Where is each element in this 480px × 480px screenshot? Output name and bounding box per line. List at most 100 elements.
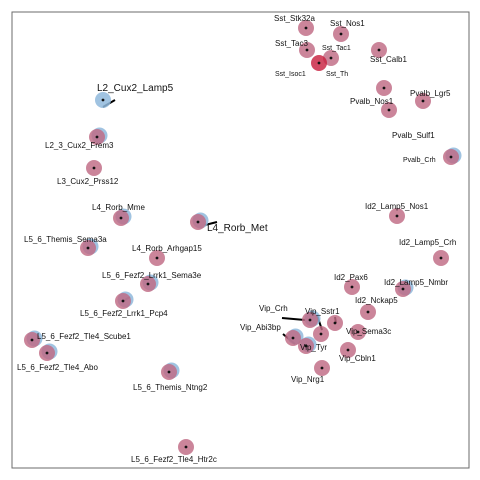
- label-l3-cux2-prss12: L3_Cux2_Prss12: [57, 177, 119, 186]
- center-dot: [167, 370, 171, 374]
- node-sst-tac1: [323, 50, 339, 66]
- center-dot: [95, 135, 99, 139]
- node-l5-6-themis-sema3a: [80, 238, 99, 256]
- label-vip-abi3bp: Vip_Abi3bp: [240, 323, 281, 332]
- label-pvalb-crh: Pvalb_Crh: [403, 157, 436, 164]
- node-id2-lamp5-nmbr: [395, 279, 414, 297]
- node-id2-lamp5-crh: [433, 250, 449, 266]
- label-pvalb-sulf1: Pvalb_Sulf1: [392, 131, 435, 140]
- node-pvalb-lgr5: [415, 93, 431, 109]
- center-dot: [356, 330, 360, 334]
- label-id2-lamp5-nmbr: Id2_Lamp5_Nmbr: [384, 278, 448, 287]
- center-dot: [155, 256, 159, 260]
- center-dot: [449, 155, 453, 159]
- node-sst-calb1: [371, 42, 387, 58]
- node-sst-stk32a: [298, 20, 314, 36]
- center-dot: [350, 285, 354, 289]
- label-vip-nrg1: Vip_Nrg1: [291, 375, 325, 384]
- label-id2-lamp5-crh: Id2_Lamp5_Crh: [399, 238, 456, 247]
- center-dot: [387, 108, 391, 112]
- label-sst-isoc1: Sst_Isoc1: [275, 71, 306, 78]
- node-id2-nckap5: [360, 304, 376, 320]
- node-id2-lamp5-nos1: [389, 208, 405, 224]
- node-l3-cux2-prss12: [86, 160, 102, 176]
- center-dot: [119, 216, 123, 220]
- node-l5-6-fezf2-lrrk1-pcp4: [115, 291, 134, 309]
- node-vip-extra: [298, 336, 317, 354]
- label-l4-rorb-arhgap15: L4_Rorb_Arhgap15: [132, 244, 202, 253]
- label-l5-6-fezf2-tle4-scube1: L5_6_Fezf2_Tle4_Scube1: [37, 332, 131, 341]
- node-labels: Sst_Stk32a Sst_Nos1 Sst_Tac3 Sst_Tac1 Sst_Th…: [17, 14, 456, 464]
- node-l4-rorb-mme: [113, 208, 132, 226]
- center-dot: [146, 282, 150, 286]
- node-l5-6-fezf2-tle4-abo: [39, 343, 58, 361]
- center-dot: [196, 220, 200, 224]
- node-pvalb-nos1: [376, 80, 392, 96]
- node-pvalb-crh: [443, 147, 462, 165]
- center-dot: [339, 32, 343, 36]
- node-l2-3-cux2-frem3: [89, 127, 108, 145]
- center-dot: [377, 48, 381, 52]
- center-dot: [317, 61, 321, 65]
- label-l5-6-fezf2-lrrk1-pcp4: L5_6_Fezf2_Lrrk1_Pcp4: [80, 309, 168, 318]
- node-l4-rorb-arhgap15: [149, 250, 165, 266]
- label-l2-cux2-lamp5: L2_Cux2_Lamp5: [97, 83, 174, 94]
- node-sst-nos1: [333, 26, 349, 42]
- label-l5-6-themis-ntng2: L5_6_Themis_Ntng2: [133, 383, 208, 392]
- center-dot: [401, 287, 405, 291]
- node-vip-nrg1: [314, 360, 330, 376]
- label-vip-cbln1: Vip_Cbln1: [339, 354, 376, 363]
- node-l5-6-fezf2-tle4-scube1: [24, 330, 43, 348]
- center-dot: [30, 338, 34, 342]
- center-dot: [92, 166, 96, 170]
- center-dot: [101, 98, 105, 102]
- node-l5-6-fezf2-tle4-htr2c: [178, 439, 194, 455]
- node-vip-abi3bp: [285, 328, 304, 346]
- center-dot: [319, 332, 323, 336]
- label-sst-nos1: Sst_Nos1: [330, 19, 365, 28]
- center-dot: [291, 336, 295, 340]
- label-sst-stk32a: Sst_Stk32a: [274, 14, 315, 23]
- center-dot: [86, 246, 90, 250]
- label-sst-tac1: Sst_Tac1: [322, 45, 351, 52]
- center-dot: [305, 48, 309, 52]
- label-l4-rorb-met: L4_Rorb_Met: [207, 223, 268, 234]
- label-l5-6-fezf2-tle4-htr2c: L5_6_Fezf2_Tle4_Htr2c: [131, 455, 217, 464]
- center-dot: [184, 445, 188, 449]
- center-dot: [421, 99, 425, 103]
- label-pvalb-nos1: Pvalb_Nos1: [350, 97, 394, 106]
- node-vip-cbln1: [340, 342, 356, 358]
- center-dot: [439, 256, 443, 260]
- label-sst-calb1: Sst_Calb1: [370, 55, 407, 64]
- center-dot: [333, 321, 337, 325]
- center-dot: [329, 56, 333, 60]
- label-l4-rorb-mme: L4_Rorb_Mme: [92, 203, 145, 212]
- label-l5-6-fezf2-lrrk1-sema3e: L5_6_Fezf2_Lrrk1_Sema3e: [102, 271, 202, 280]
- center-dot: [304, 344, 308, 348]
- node-l4-rorb-met: [190, 212, 209, 230]
- center-dot: [346, 348, 350, 352]
- node-sst-th: [311, 55, 327, 71]
- node-sst-tac3: [299, 42, 315, 58]
- center-dot: [304, 26, 308, 30]
- label-vip-tyr: Vip_Tyr: [300, 343, 327, 352]
- label-l5-6-themis-sema3a: L5_6_Themis_Sema3a: [24, 235, 107, 244]
- label-l2-3-cux2-frem3: L2_3_Cux2_Frem3: [45, 141, 114, 150]
- label-id2-lamp5-nos1: Id2_Lamp5_Nos1: [365, 202, 429, 211]
- label-vip-sstr1: Vip_Sstr1: [305, 307, 340, 316]
- node-l5-6-fezf2-lrrk1-sema3e: [140, 274, 159, 292]
- label-vip-sema3c: Vip_Sema3c: [346, 327, 391, 336]
- center-dot: [395, 214, 399, 218]
- node-l5-6-themis-ntng2: [161, 362, 180, 380]
- node-vip-sstr1: [327, 315, 343, 331]
- node-vip-sema3c: [350, 324, 366, 340]
- node-vip-tyr: [313, 326, 329, 342]
- plot-frame: [11, 11, 470, 469]
- center-dot: [121, 299, 125, 303]
- leader-line: [281, 317, 306, 321]
- label-id2-pax6: Id2_Pax6: [334, 273, 368, 282]
- center-dot: [45, 351, 49, 355]
- label-vip-crh: Vip_Crh: [259, 304, 288, 313]
- node-id2-pax6: [344, 279, 360, 295]
- label-sst-tac3: Sst_Tac3: [275, 39, 308, 48]
